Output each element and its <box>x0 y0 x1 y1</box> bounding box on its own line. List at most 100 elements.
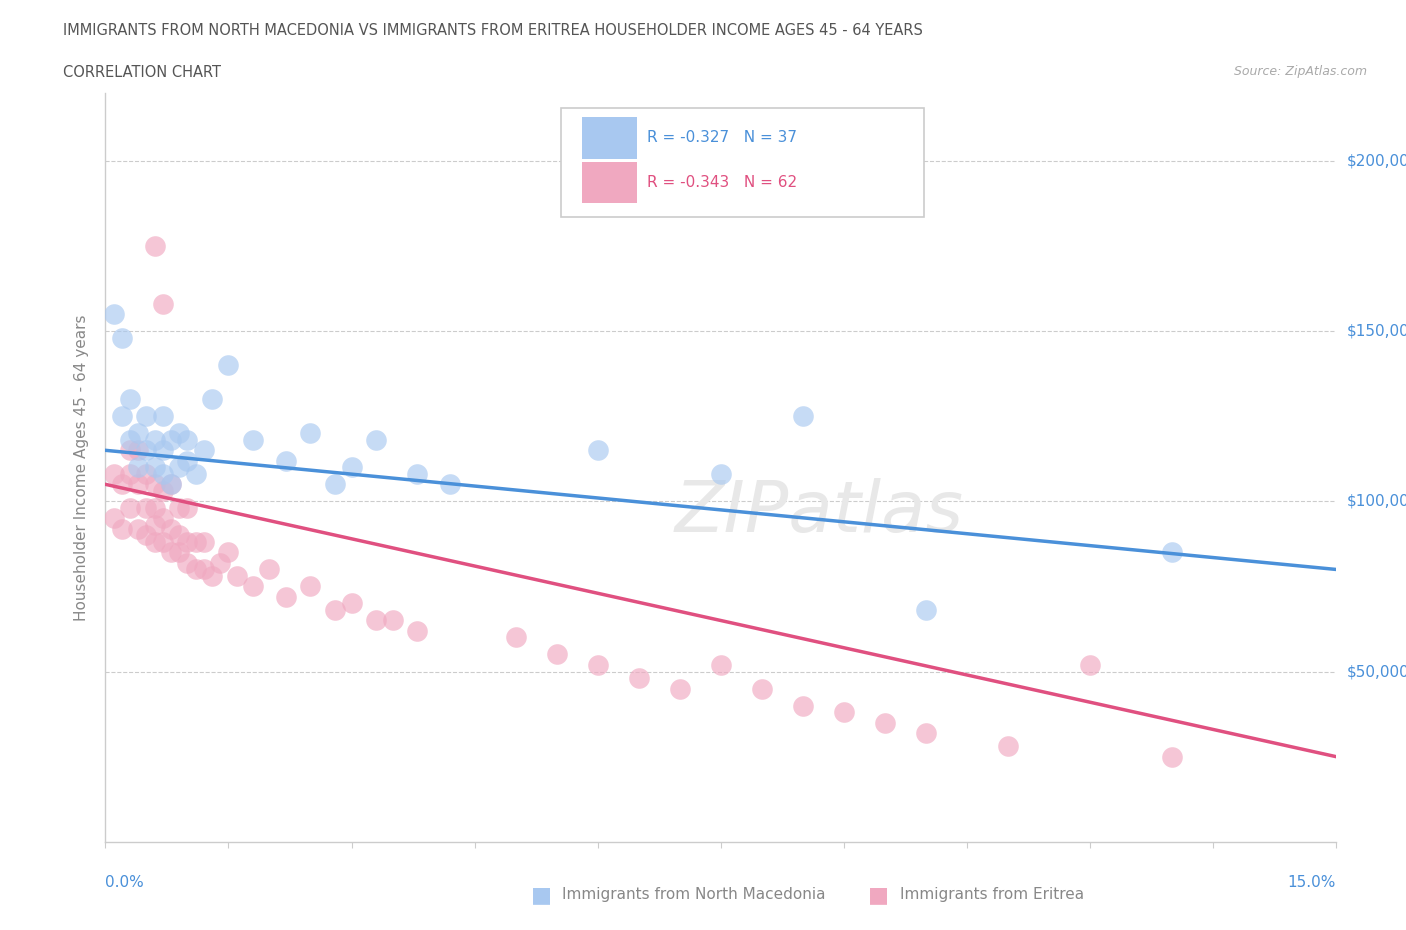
Point <box>1160 545 1182 560</box>
Point <box>127 443 149 458</box>
Point <box>668 681 690 696</box>
Point <box>193 443 215 458</box>
Text: $50,000: $50,000 <box>1347 664 1406 679</box>
Point <box>169 500 191 515</box>
Point <box>120 467 141 482</box>
Point <box>586 443 609 458</box>
Point <box>299 426 322 441</box>
Point <box>997 739 1019 754</box>
Text: ZIPatlas: ZIPatlas <box>675 478 963 547</box>
Point <box>152 443 174 458</box>
Point <box>242 432 264 447</box>
Point <box>103 467 125 482</box>
Point <box>160 521 183 536</box>
Point <box>169 426 191 441</box>
Point <box>120 432 141 447</box>
Point <box>127 477 149 492</box>
Bar <box>582 162 637 204</box>
Point <box>366 432 388 447</box>
Point <box>914 603 936 618</box>
Point <box>143 477 166 492</box>
Point <box>586 658 609 672</box>
Point <box>143 460 166 474</box>
Text: Immigrants from North Macedonia: Immigrants from North Macedonia <box>562 887 825 902</box>
Point <box>103 307 125 322</box>
Text: R = -0.343   N = 62: R = -0.343 N = 62 <box>647 176 797 191</box>
Text: 0.0%: 0.0% <box>105 875 145 890</box>
Point <box>184 562 207 577</box>
Point <box>299 579 322 594</box>
Point <box>135 500 157 515</box>
Point <box>242 579 264 594</box>
Point <box>169 545 191 560</box>
Point <box>127 426 149 441</box>
Point <box>135 528 157 543</box>
Point <box>546 647 568 662</box>
Point <box>274 453 297 468</box>
Point <box>127 521 149 536</box>
Point <box>201 392 224 406</box>
Point <box>366 613 388 628</box>
Point <box>274 590 297 604</box>
Point <box>914 725 936 740</box>
Point <box>201 569 224 584</box>
Text: IMMIGRANTS FROM NORTH MACEDONIA VS IMMIGRANTS FROM ERITREA HOUSEHOLDER INCOME AG: IMMIGRANTS FROM NORTH MACEDONIA VS IMMIG… <box>63 23 924 38</box>
Point <box>710 467 733 482</box>
Text: ■: ■ <box>531 884 551 905</box>
Point <box>218 358 240 373</box>
Point <box>135 409 157 424</box>
Point <box>406 467 429 482</box>
Point <box>184 535 207 550</box>
Point <box>710 658 733 672</box>
Point <box>323 603 346 618</box>
Point <box>193 535 215 550</box>
Point <box>152 511 174 525</box>
Point <box>832 705 855 720</box>
Point <box>406 623 429 638</box>
Point <box>193 562 215 577</box>
Point <box>103 511 125 525</box>
Point <box>127 460 149 474</box>
Point <box>751 681 773 696</box>
Point <box>381 613 404 628</box>
Point <box>135 443 157 458</box>
Point <box>873 715 896 730</box>
Point <box>160 477 183 492</box>
Point <box>340 596 363 611</box>
Text: $150,000: $150,000 <box>1347 324 1406 339</box>
Bar <box>582 117 637 158</box>
Point <box>152 409 174 424</box>
Point <box>169 528 191 543</box>
Point <box>176 555 198 570</box>
Point <box>1078 658 1101 672</box>
Point <box>176 432 198 447</box>
Text: $200,000: $200,000 <box>1347 153 1406 168</box>
Point <box>323 477 346 492</box>
Point <box>176 453 198 468</box>
Text: ■: ■ <box>869 884 889 905</box>
Point <box>160 545 183 560</box>
Point <box>184 467 207 482</box>
Point <box>152 467 174 482</box>
Text: 15.0%: 15.0% <box>1288 875 1336 890</box>
Point <box>505 630 527 644</box>
Point <box>1160 750 1182 764</box>
Point <box>135 467 157 482</box>
Point <box>160 432 183 447</box>
FancyBboxPatch shape <box>561 108 924 217</box>
Point <box>176 500 198 515</box>
Point <box>111 521 134 536</box>
Point <box>143 432 166 447</box>
Text: Immigrants from Eritrea: Immigrants from Eritrea <box>900 887 1084 902</box>
Point <box>176 535 198 550</box>
Text: $100,000: $100,000 <box>1347 494 1406 509</box>
Text: R = -0.327   N = 37: R = -0.327 N = 37 <box>647 130 797 145</box>
Point <box>120 500 141 515</box>
Point <box>792 409 814 424</box>
Point <box>225 569 247 584</box>
Point <box>111 477 134 492</box>
Point <box>143 239 166 254</box>
Point <box>160 477 183 492</box>
Point <box>792 698 814 713</box>
Point <box>439 477 461 492</box>
